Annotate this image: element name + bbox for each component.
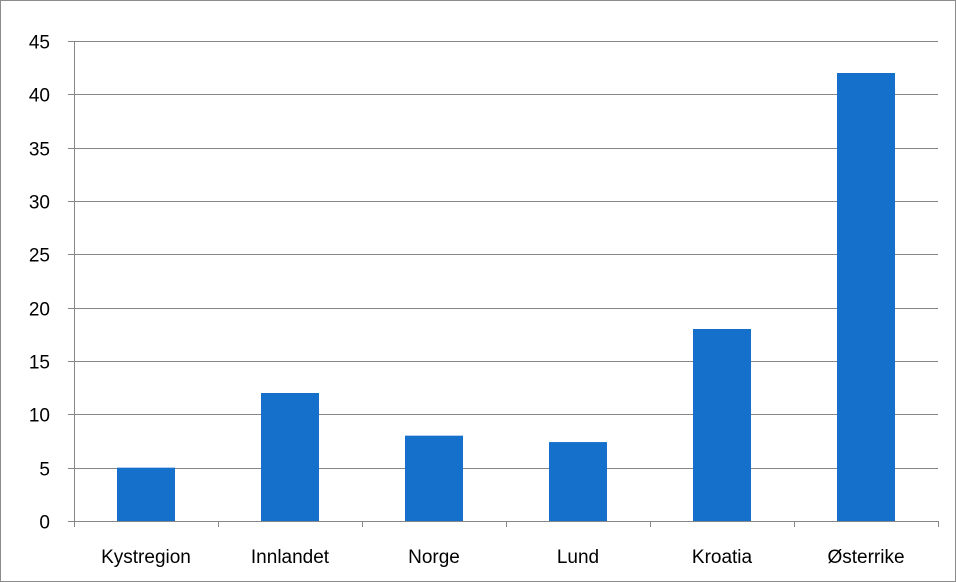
x-tick-label: Norge (408, 547, 460, 568)
gridlines (74, 42, 938, 469)
bar-norge (405, 436, 463, 521)
bar-østerrike (837, 73, 895, 521)
y-tick-label: 15 (29, 353, 50, 374)
bar-kystregion (117, 468, 175, 521)
y-tick-label: 5 (39, 460, 50, 481)
x-tick-label: Østerrike (827, 547, 904, 568)
y-tick-label: 25 (29, 246, 50, 267)
bar-lund (549, 442, 607, 521)
y-tick-label: 20 (29, 300, 50, 321)
x-tick-label: Lund (557, 547, 599, 568)
y-tick-label: 35 (29, 140, 50, 161)
bar-kroatia (693, 329, 751, 521)
y-tick-label: 45 (29, 33, 50, 54)
y-tick-label: 40 (29, 86, 50, 107)
x-tick-label: Innlandet (251, 547, 330, 568)
y-tick-label: 0 (39, 513, 50, 534)
bar-innlandet (261, 393, 319, 521)
y-tick-label: 10 (29, 406, 50, 427)
axes (68, 41, 939, 527)
y-tick-label: 30 (29, 193, 50, 214)
x-tick-label: Kystregion (101, 547, 191, 568)
x-tick-label: Kroatia (692, 547, 753, 568)
bars (117, 73, 895, 521)
